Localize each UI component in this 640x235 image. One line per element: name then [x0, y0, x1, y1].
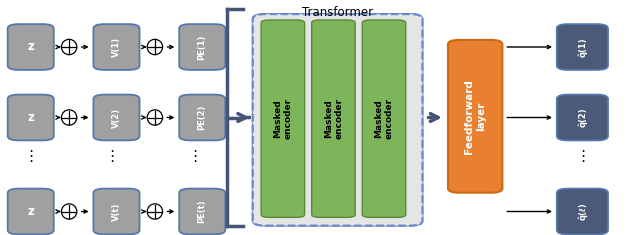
Ellipse shape	[61, 204, 77, 219]
FancyBboxPatch shape	[8, 24, 54, 70]
FancyBboxPatch shape	[93, 24, 140, 70]
Text: Masked
encoder: Masked encoder	[374, 98, 394, 139]
FancyBboxPatch shape	[253, 14, 422, 226]
Text: q̂(ℓ): q̂(ℓ)	[578, 203, 587, 220]
FancyBboxPatch shape	[93, 94, 140, 141]
Ellipse shape	[147, 204, 163, 219]
Text: q̂(2): q̂(2)	[578, 108, 587, 127]
FancyBboxPatch shape	[448, 40, 502, 193]
Text: z: z	[28, 40, 34, 54]
FancyBboxPatch shape	[557, 188, 608, 234]
Text: Transformer: Transformer	[302, 6, 373, 20]
Text: V(2): V(2)	[112, 107, 121, 128]
Text: ⋮: ⋮	[188, 149, 203, 164]
Text: Masked
encoder: Masked encoder	[324, 98, 343, 139]
Text: ⋮: ⋮	[23, 149, 38, 164]
Text: z: z	[28, 205, 34, 218]
Ellipse shape	[61, 39, 77, 55]
FancyBboxPatch shape	[8, 94, 54, 141]
FancyBboxPatch shape	[179, 24, 225, 70]
FancyBboxPatch shape	[253, 14, 422, 226]
FancyBboxPatch shape	[179, 188, 225, 234]
FancyBboxPatch shape	[557, 24, 608, 70]
FancyBboxPatch shape	[8, 188, 54, 234]
Text: PE(1): PE(1)	[198, 34, 207, 60]
Text: z: z	[28, 111, 34, 124]
Text: PE(t): PE(t)	[198, 200, 207, 223]
FancyBboxPatch shape	[312, 20, 355, 217]
Ellipse shape	[61, 110, 77, 125]
Text: ⋮: ⋮	[104, 149, 120, 164]
Text: V(t): V(t)	[112, 202, 121, 221]
Ellipse shape	[147, 110, 163, 125]
FancyBboxPatch shape	[179, 94, 225, 141]
Text: V(1): V(1)	[112, 37, 121, 57]
Text: ⋮: ⋮	[575, 149, 590, 164]
Text: q̂(1): q̂(1)	[578, 37, 587, 57]
FancyBboxPatch shape	[557, 94, 608, 141]
Text: Masked
encoder: Masked encoder	[273, 98, 292, 139]
FancyBboxPatch shape	[362, 20, 406, 217]
Ellipse shape	[147, 39, 163, 55]
Text: PE(2): PE(2)	[198, 105, 207, 130]
FancyBboxPatch shape	[93, 188, 140, 234]
FancyBboxPatch shape	[261, 20, 305, 217]
Text: Feedforward
layer: Feedforward layer	[465, 79, 486, 154]
